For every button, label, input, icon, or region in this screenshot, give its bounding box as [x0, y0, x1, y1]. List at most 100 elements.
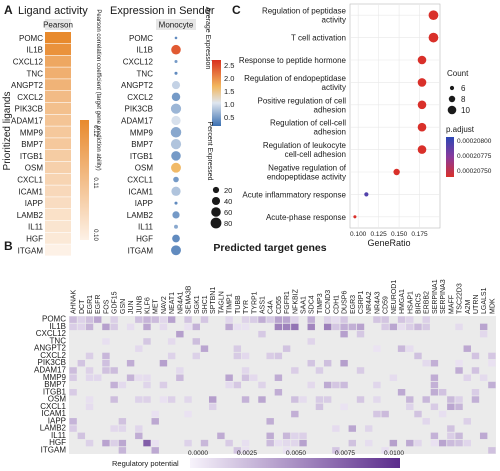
target-cell: [455, 323, 463, 331]
target-cell: [291, 367, 299, 374]
target-cell: [135, 425, 143, 432]
target-col-label: TAGLN: [218, 291, 225, 314]
target-cell: [184, 316, 192, 323]
sender-row-label: OSM: [135, 164, 154, 173]
pearson-cell: [45, 209, 71, 221]
target-cell: [488, 352, 496, 360]
target-col-label: GSN: [120, 299, 127, 314]
target-cell: [282, 323, 291, 331]
go-term-label-line: adhesion: [314, 128, 346, 137]
ligand-row-label: TNC: [27, 69, 44, 78]
target-cell: [291, 439, 299, 447]
target-cell: [389, 439, 398, 447]
target-cell: [200, 345, 209, 352]
target-cell: [373, 381, 381, 389]
target-cell: [143, 381, 151, 389]
target-cell: [381, 410, 389, 418]
target-cell: [463, 418, 471, 425]
count-legend-dot: [448, 95, 456, 103]
go-term-label-line: activity: [322, 16, 346, 25]
target-cell: [455, 359, 463, 367]
target-cell: [225, 381, 233, 389]
sender-row-label: CXCL2: [127, 93, 153, 102]
pct-legend-label: 20: [224, 186, 232, 195]
target-cell: [299, 439, 307, 447]
go-term-dot: [428, 10, 439, 21]
avg-expression-ticks: 2.5 2.0 1.5 1.0 0.5: [224, 61, 234, 122]
target-col-label: HSAP1: [407, 291, 414, 314]
target-col-label: SDC4: [309, 295, 316, 314]
go-enrichment-dotplot: 0.100 0.125 0.150 0.175 Regulation of peptid…: [239, 3, 441, 238]
target-cell: [471, 389, 480, 396]
target-col-label: CD55: [276, 296, 283, 314]
target-cell: [373, 316, 381, 323]
sender-row-label: ICAM1: [129, 187, 154, 196]
pearson-cell: [45, 55, 71, 67]
target-cell: [282, 345, 291, 352]
target-col-label: DCT: [79, 299, 86, 314]
target-cell: [356, 323, 365, 331]
sender-row-label: CXCL12: [123, 58, 154, 67]
expression-dot: [170, 127, 182, 138]
pearson-cell: [45, 126, 71, 138]
target-cell: [455, 432, 463, 440]
target-cell: [274, 439, 283, 447]
monocyte-strip-label: Monocyte: [159, 21, 194, 30]
target-cell: [69, 389, 77, 396]
target-cell: [373, 396, 381, 403]
pearson-cell: [45, 102, 71, 114]
target-cell: [340, 323, 348, 331]
target-cell: [430, 381, 439, 389]
pearson-strip-label: Pearson: [43, 21, 73, 30]
target-cell: [110, 367, 118, 374]
expression-dot: [171, 245, 181, 256]
sender-row-label: PIK3CB: [125, 105, 153, 114]
expression-dot: [171, 81, 181, 90]
regulatory-tick-label: 0.0050: [286, 450, 306, 457]
target-cell: [430, 432, 439, 440]
target-cell: [69, 316, 77, 323]
ligand-row-label: ADAM17: [11, 116, 44, 125]
target-row-label: IL11: [51, 431, 67, 440]
target-cell: [323, 316, 332, 323]
expression-dot: [174, 201, 178, 205]
target-cell: [69, 367, 77, 374]
target-cell: [241, 439, 250, 447]
pearson-cell: [45, 114, 71, 126]
target-cell: [167, 396, 176, 403]
pearson-cell: [45, 173, 71, 185]
pearson-cell: [45, 67, 71, 79]
target-cell: [348, 439, 357, 447]
target-cell: [471, 396, 480, 403]
target-cell: [217, 432, 225, 440]
target-cell: [159, 323, 168, 331]
expression-dot: [174, 59, 178, 64]
target-cell: [340, 316, 348, 323]
target-row-label: TNC: [50, 336, 67, 345]
go-term-dot: [364, 192, 369, 197]
regulatory-tick-label: 0.0075: [335, 450, 355, 457]
avg-tick-label: 1.0: [224, 100, 234, 109]
target-cell: [332, 447, 340, 454]
target-cell: [422, 359, 430, 367]
target-cell: [471, 352, 480, 360]
target-col-label: SAA1: [301, 296, 308, 314]
target-cell: [102, 338, 110, 345]
count-legend-label: 10: [461, 106, 470, 115]
pearson-cell: [45, 185, 71, 197]
expression-dot: [171, 186, 181, 196]
target-cell: [118, 425, 127, 432]
target-cell: [110, 316, 118, 323]
target-cell: [85, 367, 94, 374]
target-cell: [110, 323, 118, 331]
target-cell: [151, 447, 159, 454]
ligand-row-label: IL11: [28, 223, 44, 232]
ligand-activity-heatmap: POMC IL1B CXCL12 TNC ANGPT2 CXCL2 PIK3CB ADAM17…: [11, 32, 71, 256]
avg-tick-label: 2.5: [224, 61, 234, 70]
target-cell: [332, 425, 340, 432]
pct-legend-dot: [212, 186, 220, 194]
target-cell: [447, 403, 455, 411]
ligand-row-label: BMP7: [21, 140, 43, 149]
target-cell: [118, 447, 127, 454]
regulatory-ticks: 0.0000 0.0025 0.0050 0.0075 0.0100: [188, 450, 404, 457]
